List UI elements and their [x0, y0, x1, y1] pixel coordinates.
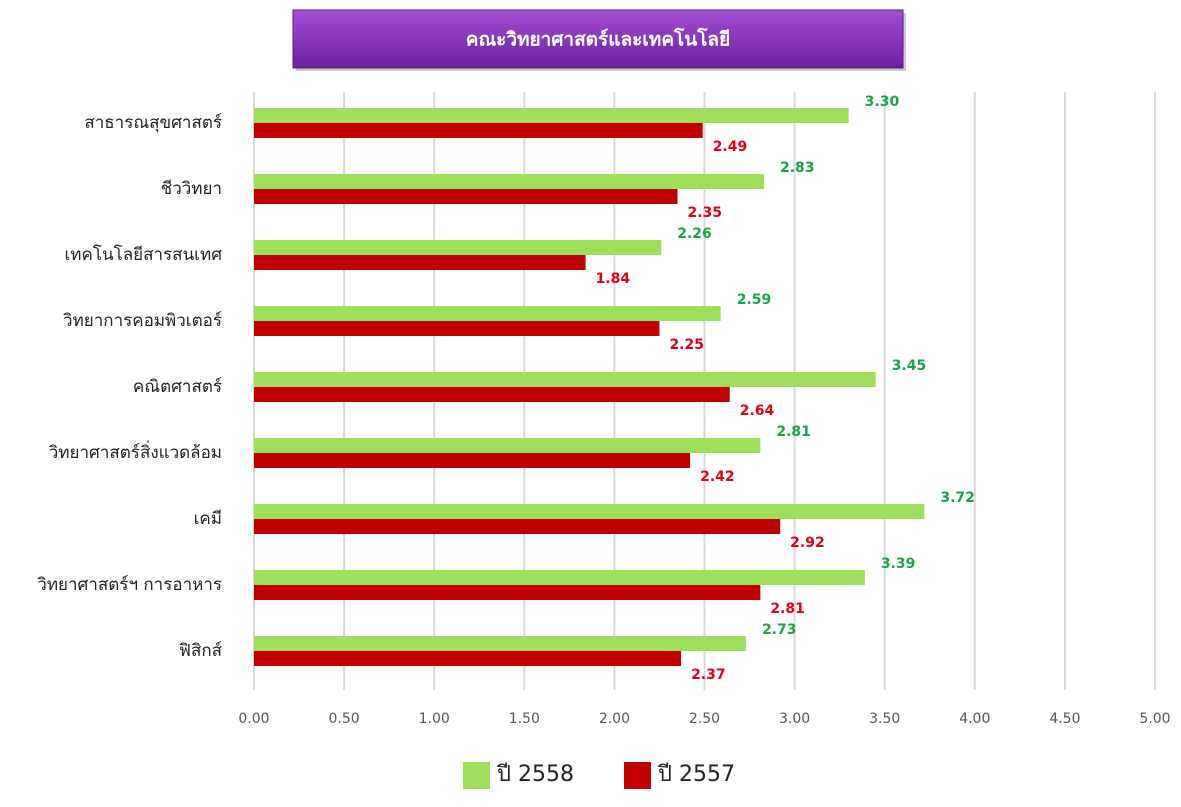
bar — [254, 372, 876, 387]
x-tick-label: 1.50 — [509, 711, 540, 727]
x-tick-label: 3.00 — [779, 711, 810, 727]
data-label: 1.84 — [596, 271, 631, 287]
bar — [254, 240, 662, 255]
y-tick-label: ฟิสิกส์ — [179, 641, 223, 661]
x-tick-label: 4.50 — [1049, 711, 1080, 727]
bar — [254, 174, 764, 189]
bar — [254, 123, 703, 138]
data-label: 3.39 — [881, 556, 916, 572]
bar — [254, 321, 660, 336]
x-tick-label: 3.50 — [869, 711, 900, 727]
bar — [254, 636, 746, 651]
data-label: 2.25 — [669, 337, 704, 353]
x-tick-label: 0.50 — [329, 711, 360, 727]
data-label: 2.81 — [770, 601, 805, 617]
bar — [254, 585, 761, 600]
y-tick-label: เคมี — [194, 509, 222, 529]
data-label: 3.45 — [892, 358, 927, 374]
legend-swatch — [463, 762, 490, 789]
y-tick-label: เทคโนโลยีสารสนเทศ — [64, 244, 222, 265]
data-label: 2.81 — [776, 424, 811, 440]
data-label: 2.49 — [713, 139, 748, 155]
y-tick-label: สาธารณสุขศาสตร์ — [84, 113, 222, 133]
title-box — [292, 9, 904, 69]
bar — [254, 504, 925, 519]
chart-title: คณะวิทยาศาสตร์และเทคโนโลยี — [466, 28, 730, 51]
x-tick-label: 1.00 — [419, 711, 450, 727]
data-label: 3.72 — [940, 490, 975, 506]
bar — [254, 519, 781, 534]
data-label: 2.42 — [700, 469, 735, 485]
legend-label: ปี 2558 — [496, 762, 574, 787]
data-label: 2.37 — [691, 667, 726, 683]
bar — [254, 255, 586, 270]
y-tick-label: คณิตศาสตร์ — [133, 377, 222, 397]
data-label: 2.59 — [737, 292, 772, 308]
data-label: 2.73 — [762, 622, 797, 638]
bar — [254, 108, 849, 123]
x-tick-label: 2.00 — [599, 711, 630, 727]
data-label: 2.92 — [790, 535, 825, 551]
x-tick-label: 0.00 — [238, 711, 269, 727]
data-label: 2.83 — [780, 160, 815, 176]
bar — [254, 306, 721, 321]
bar — [254, 438, 761, 453]
legend-label: ปี 2557 — [657, 762, 735, 787]
bar — [254, 189, 678, 204]
x-tick-label: 5.00 — [1139, 711, 1170, 727]
y-tick-label: วิทยาศาสตร์สิ่งแวดล้อม — [48, 440, 222, 463]
x-tick-label: 4.00 — [959, 711, 990, 727]
data-label: 2.64 — [740, 403, 775, 419]
data-label: 2.26 — [677, 226, 712, 242]
bar — [254, 570, 865, 585]
bar — [254, 453, 691, 468]
y-tick-label: วิทยาศาสตร์ฯ การอาหาร — [37, 575, 222, 595]
data-label: 3.30 — [865, 94, 900, 110]
bar — [254, 387, 730, 402]
legend-swatch — [624, 762, 651, 789]
bar — [254, 651, 682, 666]
y-tick-label: วิทยาการคอมพิวเตอร์ — [63, 311, 222, 331]
y-tick-label: ชีววิทยา — [161, 179, 222, 199]
data-label: 2.35 — [687, 205, 722, 221]
x-tick-label: 2.50 — [689, 711, 720, 727]
